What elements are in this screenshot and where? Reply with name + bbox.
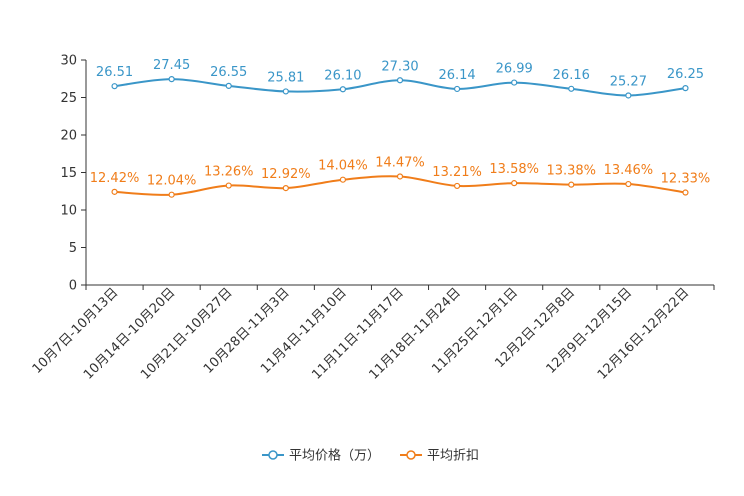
- data-label: 26.16: [553, 68, 590, 83]
- y-tick-label: 20: [60, 129, 77, 144]
- legend-item-1[interactable]: 平均折扣: [400, 449, 479, 464]
- data-point: [339, 176, 347, 183]
- data-point: [568, 181, 575, 188]
- data-label: 13.58%: [489, 162, 539, 177]
- data-point: [111, 83, 118, 90]
- data-point: [396, 173, 404, 180]
- y-tick-label: 5: [69, 241, 77, 256]
- legend-marker-icon: [268, 450, 278, 460]
- y-tick-label: 0: [69, 279, 77, 294]
- legend-marker-icon: [406, 450, 416, 460]
- data-point: [282, 88, 289, 95]
- data-label: 25.81: [267, 70, 304, 85]
- data-label: 27.30: [381, 59, 418, 74]
- legend[interactable]: 平均价格（万） 平均折扣: [262, 448, 479, 464]
- data-point: [225, 182, 232, 189]
- y-tick-label: 10: [60, 204, 77, 219]
- axes: 05101520253010月7日-10月13日10月14日-10月20日10月…: [30, 54, 715, 383]
- data-point: [682, 85, 689, 92]
- data-point: [568, 85, 575, 92]
- data-label: 12.92%: [261, 167, 311, 182]
- data-point: [511, 79, 518, 86]
- data-point: [168, 76, 175, 83]
- data-label: 13.38%: [546, 164, 596, 179]
- y-tick-label: 15: [60, 166, 77, 181]
- data-point: [396, 77, 404, 84]
- data-point: [625, 180, 632, 188]
- data-point: [453, 182, 461, 190]
- data-label: 26.51: [96, 65, 133, 80]
- data-point: [168, 191, 175, 198]
- data-label: 26.10: [324, 68, 361, 83]
- data-label: 27.45: [153, 58, 190, 73]
- data-label: 14.04%: [318, 159, 368, 174]
- data-label: 13.26%: [204, 165, 254, 180]
- data-label: 13.21%: [432, 165, 482, 180]
- series-layer: 26.51 27.45 26.55 25.81 26.10 27.30 26.14 26.99…: [90, 58, 711, 198]
- data-label: 26.99: [496, 62, 533, 77]
- y-tick-label: 30: [60, 54, 77, 69]
- data-label: 26.14: [438, 68, 475, 83]
- data-point: [625, 92, 632, 99]
- data-label: 12.33%: [661, 172, 711, 187]
- data-label: 26.55: [210, 65, 247, 80]
- series-0: 26.51 27.45 26.55 25.81 26.10 27.30 26.14 26.99…: [96, 58, 704, 99]
- data-point: [511, 180, 518, 187]
- data-label: 14.47%: [375, 155, 425, 170]
- data-label: 12.04%: [147, 174, 197, 189]
- legend-item-0[interactable]: 平均价格（万）: [262, 448, 380, 464]
- data-label: 13.46%: [604, 163, 654, 178]
- data-label: 25.27: [610, 74, 647, 89]
- data-point: [682, 189, 689, 196]
- legend-label: 平均价格（万）: [289, 448, 380, 464]
- data-point: [339, 86, 347, 93]
- data-label: 12.42%: [90, 171, 140, 186]
- data-point: [453, 85, 461, 93]
- data-point: [225, 82, 232, 89]
- series-1: 12.42% 12.04% 13.26% 12.92% 14.04% 14.47% 13.2…: [90, 155, 711, 198]
- y-tick-label: 25: [60, 91, 77, 106]
- data-point: [111, 188, 118, 195]
- legend-label: 平均折扣: [427, 449, 479, 464]
- data-point: [282, 185, 289, 192]
- data-label: 26.25: [667, 67, 704, 82]
